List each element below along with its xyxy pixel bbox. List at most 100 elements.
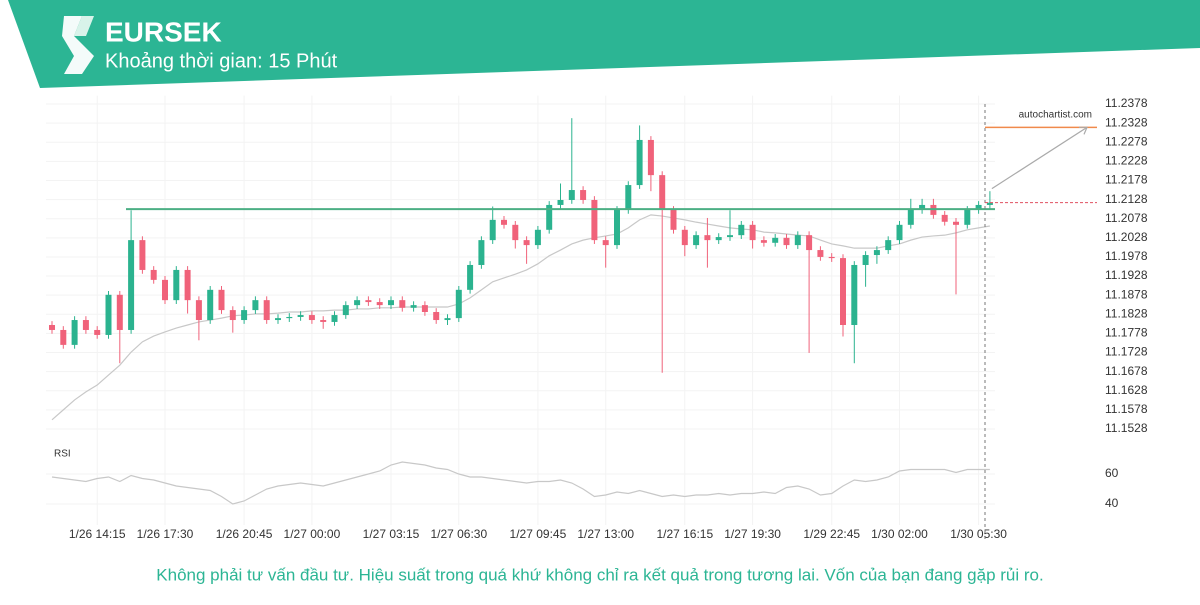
candle-body	[410, 305, 417, 308]
candle-body	[727, 235, 733, 238]
candle-body	[557, 199, 564, 205]
candle-body	[568, 190, 575, 200]
candle-body	[444, 318, 451, 321]
candle-body	[82, 320, 89, 330]
candle-body	[749, 224, 756, 241]
candle-body	[399, 300, 406, 308]
watermark: autochartist.com	[1019, 110, 1092, 121]
candle-body	[162, 279, 168, 301]
candle-body	[862, 255, 869, 265]
x-tick-label: 1/27 03:15	[363, 527, 420, 541]
y-tick-label: 11.2178	[1105, 173, 1148, 187]
y-tick-label: 11.1678	[1105, 364, 1148, 378]
candle-body	[320, 320, 327, 322]
y-tick-label: 11.2228	[1105, 154, 1148, 168]
y-tick-label: 11.2378	[1105, 96, 1148, 110]
candle-body	[975, 204, 982, 210]
y-tick-label: 11.2328	[1105, 115, 1148, 129]
y-tick-label: 11.2128	[1105, 192, 1148, 206]
logo	[62, 16, 94, 74]
rsi-label: RSI	[54, 449, 71, 460]
candle-body	[49, 325, 55, 330]
candle-body	[614, 209, 620, 246]
candle-body	[704, 235, 711, 241]
candle-body	[139, 240, 146, 270]
candle-body	[738, 224, 745, 236]
candle-body	[647, 139, 654, 176]
candle-body	[636, 139, 643, 186]
title: EURSEK	[105, 16, 222, 47]
candle-body	[659, 175, 666, 210]
candle-body	[919, 204, 926, 210]
disclaimer: Không phải tư vấn đầu tư. Hiệu suất tron…	[156, 565, 1043, 584]
candle-body	[433, 312, 440, 321]
candle-body	[783, 237, 790, 246]
x-tick-label: 1/27 19:30	[724, 527, 781, 541]
candle-body	[772, 237, 779, 243]
candle-body	[591, 199, 598, 241]
candle-body	[354, 300, 361, 306]
x-tick-label: 1/27 00:00	[284, 527, 341, 541]
candle-body	[388, 300, 394, 306]
y-tick-label: 11.1578	[1105, 402, 1148, 416]
candle-body	[207, 289, 214, 321]
candle-body	[681, 229, 688, 246]
candle-body	[365, 300, 372, 303]
candle-body	[501, 219, 507, 225]
forecast-arrow	[991, 126, 1088, 190]
candle-body	[806, 235, 813, 251]
y-tick-label: 11.1728	[1105, 345, 1148, 359]
logo-accent	[74, 16, 94, 36]
subtitle: Khoảng thời gian: 15 Phút	[105, 50, 338, 72]
y-tick-label: 11.1978	[1105, 249, 1148, 263]
y-tick-label: 11.1528	[1105, 421, 1148, 435]
candle-body	[580, 190, 587, 200]
y-tick-label: 11.1928	[1105, 268, 1148, 282]
candle-body	[885, 240, 892, 251]
candle-body	[794, 235, 801, 246]
candle-body	[252, 300, 259, 311]
rsi-line	[51, 461, 990, 505]
candle-body	[625, 185, 632, 210]
candle-body	[828, 256, 835, 259]
x-tick-label: 1/26 17:30	[137, 527, 194, 541]
header-band	[8, 0, 1200, 88]
candle-body	[342, 305, 349, 316]
candle-body	[195, 300, 202, 321]
y-tick-label: 11.2278	[1105, 134, 1148, 148]
candle-body	[512, 224, 519, 241]
x-tick-label: 1/27 09:45	[510, 527, 567, 541]
candle-body	[896, 224, 903, 241]
candle-body	[263, 300, 270, 321]
y-tick-label: 11.1628	[1105, 383, 1148, 397]
candle-body	[376, 302, 383, 306]
candle-body	[331, 315, 338, 322]
y-tick-label: 11.2078	[1105, 211, 1148, 225]
candle-body	[840, 258, 846, 325]
candle-body	[184, 269, 191, 301]
candle-body	[218, 289, 225, 311]
candle-body	[116, 294, 123, 330]
y-tick-label: 11.2028	[1105, 230, 1148, 244]
candle-body	[907, 209, 914, 225]
candle-body	[128, 240, 135, 330]
candle-body	[150, 269, 157, 280]
candle-body	[670, 209, 677, 230]
candle-body	[421, 305, 428, 313]
candle-body	[602, 240, 609, 246]
candle-body	[715, 237, 722, 241]
candle-body	[275, 318, 281, 321]
candle-body	[173, 269, 180, 301]
y-tick-label: 11.1878	[1105, 287, 1148, 301]
y-tick-label: 11.1778	[1105, 326, 1148, 340]
candle-body	[523, 240, 530, 246]
x-tick-label: 1/27 13:00	[577, 527, 634, 541]
candle-body	[60, 329, 67, 345]
candle-body	[953, 221, 959, 225]
x-tick-label: 1/29 22:45	[803, 527, 860, 541]
candle-body	[478, 240, 485, 265]
candle-body	[851, 264, 858, 325]
candle-body	[467, 264, 474, 290]
candle-body	[964, 209, 971, 225]
